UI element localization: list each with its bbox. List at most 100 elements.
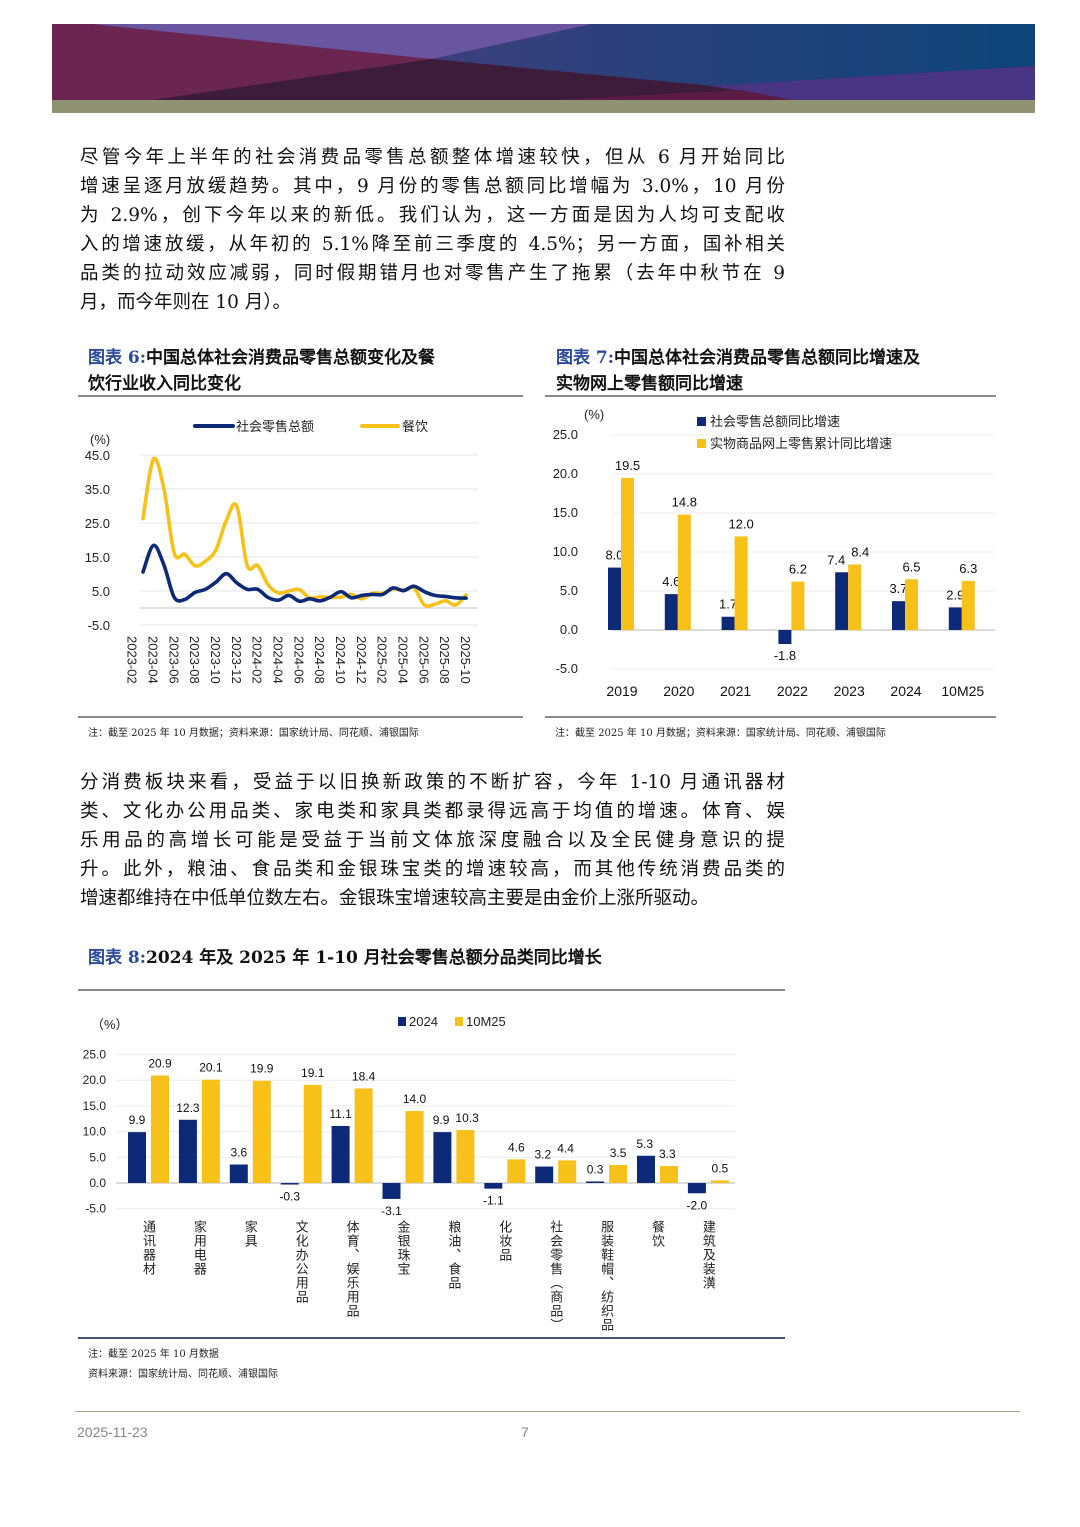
x-category-label: 建筑及装潢 xyxy=(699,1220,715,1290)
bar xyxy=(128,1132,146,1183)
y-tick-label: 15.0 xyxy=(83,1099,107,1113)
bar xyxy=(721,616,735,630)
data-label: -0.3 xyxy=(279,1190,300,1204)
x-tick-label: 2023-08 xyxy=(187,636,202,684)
data-label: 12.0 xyxy=(728,516,753,531)
legend-swatch xyxy=(455,1017,463,1026)
x-category-label: 通讯器材 xyxy=(140,1220,155,1276)
bar xyxy=(354,1088,373,1183)
x-category-label: 2024 xyxy=(890,683,921,699)
x-tick-label: 2025-06 xyxy=(416,636,431,684)
legend-swatch xyxy=(697,439,706,448)
x-tick-label: 2023-10 xyxy=(208,636,223,684)
bar xyxy=(948,607,962,630)
x-category-label: 2023 xyxy=(834,683,865,699)
data-label: 9.9 xyxy=(433,1113,450,1127)
y-tick-label: 15.0 xyxy=(85,550,110,565)
divider xyxy=(545,395,996,397)
data-label: 8.0 xyxy=(605,548,623,563)
data-label: 14.8 xyxy=(672,495,697,510)
paragraph-line: 品类的拉动效应减弱，同时假期错月也对零售产生了拖累（去年中秋节在 9 xyxy=(80,263,785,284)
bar xyxy=(535,1166,554,1183)
paragraph-line: 升。此外，粮油、食品类和金银珠宝类的增速较高，而其他传统消费品类的 xyxy=(80,859,785,880)
x-tick-label: 2024-02 xyxy=(250,636,265,684)
body-paragraph-2: 分消费板块来看，受益于以旧换新政策的不断扩容，今年 1-10 月通讯器材 类、文化… xyxy=(80,768,785,913)
y-tick-label: 5.0 xyxy=(89,1150,106,1164)
footer-date: 2025-11-23 xyxy=(77,1424,148,1440)
x-category-label: 金银珠宝 xyxy=(394,1220,410,1276)
y-tick-label: 25.0 xyxy=(83,1048,107,1062)
x-category-label: 体育、娱乐用品 xyxy=(343,1220,359,1318)
bar xyxy=(252,1080,271,1183)
x-tick-label: 2025-08 xyxy=(437,636,452,684)
data-label: 10.3 xyxy=(455,1111,479,1125)
bar xyxy=(484,1183,503,1189)
x-tick-label: 2024-06 xyxy=(291,636,306,684)
footer-divider xyxy=(75,1411,1020,1412)
figure-8-title-text: 2024 年及 2025 年 1-10 月社会零售总额分品类同比增长 xyxy=(146,948,602,968)
legend-label: 社会零售总额同比增速 xyxy=(710,414,840,429)
data-label: 0.5 xyxy=(712,1161,729,1175)
divider xyxy=(545,716,996,718)
x-tick-label: 2025-04 xyxy=(396,636,411,684)
figure-7-bar-chart: 25.0 20.0 15.0 10.0 5.0 0.0 -5.0 8.0 19.5 2019 4.6… xyxy=(553,407,995,699)
y-tick-label: 20.0 xyxy=(83,1073,107,1087)
bar xyxy=(586,1181,605,1183)
paragraph-line: 类、文化办公用品类、家电类和家具类都录得远高于均值的增速。体育、娱 xyxy=(80,801,785,822)
y-tick-label: 10.0 xyxy=(83,1125,107,1139)
data-label: 2.9 xyxy=(946,587,964,602)
data-label: 20.9 xyxy=(148,1057,172,1071)
bar xyxy=(331,1125,350,1183)
y-axis-unit: （%） xyxy=(91,1017,129,1032)
x-category-label: 粮油、食品 xyxy=(445,1220,461,1290)
data-label: 19.9 xyxy=(250,1062,274,1076)
divider xyxy=(78,395,523,397)
x-category-label: 化妆品 xyxy=(496,1220,512,1262)
data-label: 4.6 xyxy=(508,1140,525,1154)
data-label: 19.1 xyxy=(301,1066,325,1080)
divider xyxy=(78,989,785,991)
paragraph-line: 尽管今年上半年的社会消费品零售总额整体增速较快，但从 6 月开始同比 xyxy=(80,147,785,168)
data-label: -1.8 xyxy=(774,648,796,663)
data-label: 19.5 xyxy=(615,458,640,473)
legend-label: 10M25 xyxy=(466,1014,506,1029)
bar xyxy=(151,1075,169,1183)
x-tick-label: 2024-12 xyxy=(354,636,369,684)
data-label: 9.9 xyxy=(129,1113,146,1127)
data-label: 4.6 xyxy=(662,574,680,589)
bar xyxy=(201,1079,220,1183)
x-category-label: 2021 xyxy=(720,683,751,699)
y-tick-label: 15.0 xyxy=(553,505,578,520)
x-tick-label: 2023-02 xyxy=(125,636,140,684)
bar xyxy=(178,1119,197,1183)
y-tick-label: 5.0 xyxy=(560,583,578,598)
bar xyxy=(507,1159,526,1183)
data-label: -3.1 xyxy=(381,1204,402,1218)
x-tick-label: 2023-06 xyxy=(166,636,181,684)
data-label: 14.0 xyxy=(403,1092,427,1106)
data-label: -2.0 xyxy=(687,1198,708,1212)
bar xyxy=(303,1084,322,1183)
y-tick-label: 0.0 xyxy=(89,1176,106,1190)
bar xyxy=(892,601,905,630)
x-tick-label: 2024-04 xyxy=(270,636,285,684)
figure-8-note: 注：截至 2025 年 10 月数据 xyxy=(88,1349,219,1360)
data-label: 12.3 xyxy=(176,1101,200,1115)
bar xyxy=(687,1183,706,1194)
bar xyxy=(835,572,849,630)
data-label: 0.3 xyxy=(587,1162,604,1176)
bar xyxy=(660,1166,678,1183)
figure-6-line-chart: 45.0 35.0 25.0 15.0 5.0 -5.0 (%) 2023-02 2023-04… xyxy=(85,419,478,684)
figure-8-source: 资料来源：国家统计局、同花顺、浦银国际 xyxy=(88,1369,278,1380)
data-label: 3.3 xyxy=(659,1147,676,1161)
bar xyxy=(710,1180,729,1183)
bar xyxy=(961,580,975,630)
y-tick-label: 25.0 xyxy=(553,427,578,442)
data-label: 8.4 xyxy=(851,544,869,559)
bar xyxy=(433,1132,452,1183)
body-paragraph-1: 尽管今年上半年的社会消费品零售总额整体增速较快，但从 6 月开始同比 增速呈逐月放… xyxy=(80,143,785,317)
x-category-label: 2020 xyxy=(663,683,694,699)
figure-7-note: 注：截至 2025 年 10 月数据；资料来源：国家统计局、同花顺、浦银国际 xyxy=(555,728,886,739)
x-tick-label: 2023-12 xyxy=(229,636,244,684)
paragraph-line: 入的增速放缓，从年初的 5.1%降至前三季度的 4.5%；另一方面，国补相关 xyxy=(80,234,785,255)
